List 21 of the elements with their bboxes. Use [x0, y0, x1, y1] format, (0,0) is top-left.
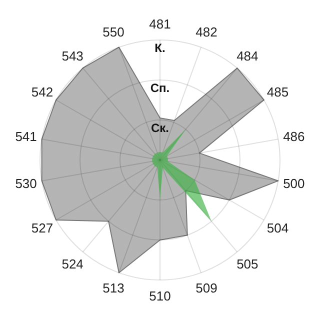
y-tick-label: Сп.	[150, 81, 170, 95]
spoke-label: 543	[62, 48, 84, 64]
spoke-label: 504	[266, 220, 289, 236]
spoke-label: 500	[283, 176, 305, 192]
spoke-label: 481	[149, 16, 171, 32]
spoke-label: 550	[102, 24, 124, 40]
spoke-label: 484	[236, 48, 258, 64]
spoke-label: 542	[31, 84, 54, 100]
spoke-label: 527	[31, 220, 54, 236]
spoke-label: 486	[283, 128, 305, 144]
spoke-label: 485	[266, 84, 289, 100]
spoke-label: 541	[15, 128, 37, 144]
y-tick-label: Ск.	[150, 121, 170, 135]
spoke-label: 509	[196, 280, 218, 296]
spoke-label: 513	[102, 280, 124, 296]
spoke-label: 482	[196, 24, 218, 40]
spoke-label: 505	[236, 256, 258, 272]
y-tick-label: К.	[154, 41, 166, 55]
spoke-label: 524	[62, 256, 84, 272]
spoke-label: 510	[149, 288, 171, 304]
spoke-label: 530	[15, 176, 37, 192]
